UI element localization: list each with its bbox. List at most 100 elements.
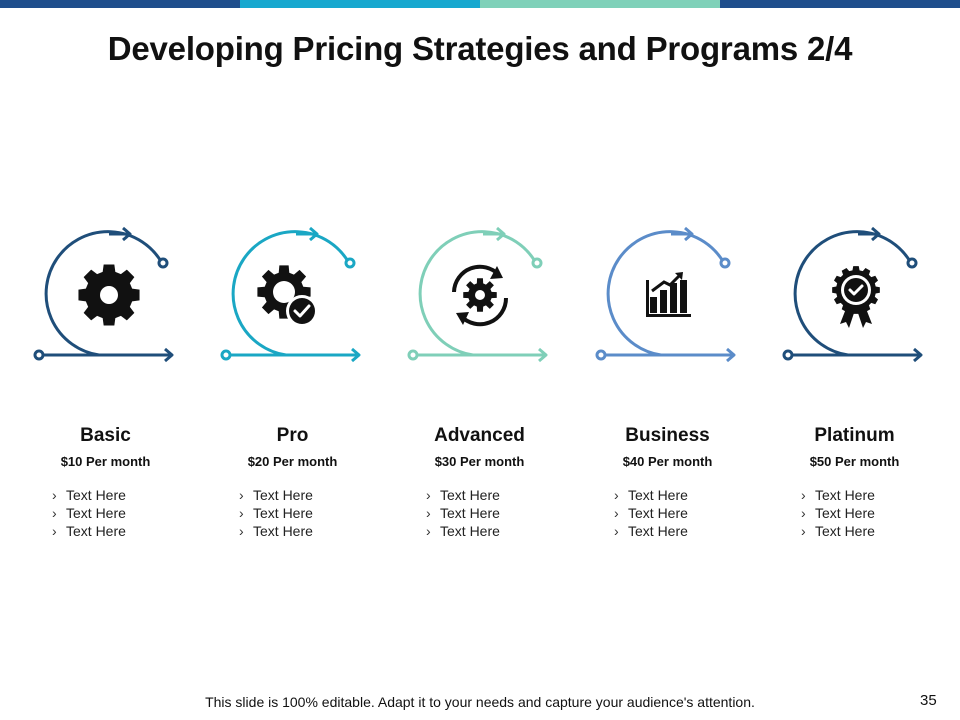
slide-title: Developing Pricing Strategies and Progra… — [107, 30, 853, 67]
feature-item: › Text Here — [801, 486, 875, 504]
plan-card-platinum: Platinum $50 Per month › Text Here › Text … — [761, 220, 948, 560]
plan-name: Basic — [80, 425, 131, 446]
base-arrowhead — [164, 347, 174, 363]
feature-text: Text Here — [628, 523, 688, 539]
chevron-right-icon: › — [426, 487, 431, 503]
footer-note: This slide is 100% editable. Adapt it to… — [205, 694, 755, 710]
feature-text: Text Here — [66, 523, 126, 539]
base-arrowhead — [726, 347, 736, 363]
cycle-arrow-graphic — [595, 226, 736, 363]
feature-text: Text Here — [66, 505, 126, 521]
top-bar-segment — [0, 0, 240, 8]
cycle-arc — [793, 230, 913, 357]
gear-icon — [78, 264, 140, 326]
base-arrowhead — [538, 347, 548, 363]
base-arrowhead — [351, 347, 361, 363]
chevron-right-icon: › — [239, 523, 244, 539]
plan-price: $30 Per month — [434, 454, 525, 469]
arc-end-dot — [344, 257, 356, 269]
feature-item: › Text Here — [239, 522, 313, 540]
pricing-plans: Basic $10 Per month › Text Here › Text Her… — [0, 220, 960, 560]
arc-end-dot — [531, 257, 543, 269]
feature-item: › Text Here — [52, 504, 126, 522]
top-arrowhead — [122, 226, 132, 242]
chevron-right-icon: › — [426, 523, 431, 539]
feature-list: › Text Here › Text Here › Text Here — [614, 486, 688, 540]
plan-name: Business — [625, 425, 710, 446]
gear-refresh-icon — [452, 264, 509, 327]
top-arrowhead — [309, 226, 319, 242]
cycle-arrow-graphic — [220, 226, 361, 363]
feature-text: Text Here — [253, 523, 313, 539]
plan-price: $10 Per month — [60, 454, 151, 469]
feature-item: › Text Here — [426, 504, 500, 522]
cycle-arrow-graphic — [33, 226, 174, 363]
feature-item: › Text Here — [239, 504, 313, 522]
plan-card-pro: Pro $20 Per month › Text Here › Text Here … — [199, 220, 386, 560]
plan-card-business: Business $40 Per month › Text Here › Text … — [574, 220, 761, 560]
feature-text: Text Here — [440, 487, 500, 503]
plan-name: Advanced — [434, 425, 525, 446]
plan-price: $50 Per month — [809, 454, 900, 469]
chevron-right-icon: › — [426, 505, 431, 521]
feature-item: › Text Here — [801, 504, 875, 522]
feature-list: › Text Here › Text Here › Text Here — [52, 486, 126, 540]
plan-card-advanced: Advanced $30 Per month › Text Here › Text … — [386, 220, 573, 560]
feature-item: › Text Here — [801, 522, 875, 540]
top-bar-segment — [240, 0, 480, 8]
arc-end-dot — [906, 257, 918, 269]
feature-text: Text Here — [440, 505, 500, 521]
feature-list: › Text Here › Text Here › Text Here — [801, 486, 875, 540]
chevron-right-icon: › — [52, 523, 57, 539]
top-bar-segment — [720, 0, 960, 8]
feature-list: › Text Here › Text Here › Text Here — [239, 486, 313, 540]
top-color-bar — [0, 0, 960, 8]
feature-item: › Text Here — [614, 486, 688, 504]
chevron-right-icon: › — [614, 523, 619, 539]
plan-name: Pro — [276, 425, 309, 446]
plan-price: $40 Per month — [622, 454, 713, 469]
chevron-right-icon: › — [239, 505, 244, 521]
top-arrowhead — [871, 226, 881, 242]
feature-item: › Text Here — [426, 522, 500, 540]
feature-item: › Text Here — [426, 486, 500, 504]
chevron-right-icon: › — [239, 487, 244, 503]
feature-item: › Text Here — [614, 522, 688, 540]
feature-text: Text Here — [66, 487, 126, 503]
chevron-right-icon: › — [801, 505, 806, 521]
arc-end-dot — [157, 257, 169, 269]
feature-item: › Text Here — [52, 522, 126, 540]
cycle-arc — [418, 230, 538, 357]
feature-list: › Text Here › Text Here › Text Here — [426, 486, 500, 540]
chevron-right-icon: › — [614, 487, 619, 503]
feature-text: Text Here — [815, 523, 875, 539]
top-arrowhead — [496, 226, 506, 242]
chevron-right-icon: › — [614, 505, 619, 521]
gear-check-icon — [257, 265, 318, 327]
base-start-dot — [220, 349, 232, 361]
cycle-arrow-graphic — [782, 226, 923, 363]
top-arrowhead — [684, 226, 694, 242]
top-bar-segment — [480, 0, 720, 8]
feature-text: Text Here — [253, 505, 313, 521]
feature-item: › Text Here — [52, 486, 126, 504]
base-start-dot — [595, 349, 607, 361]
feature-item: › Text Here — [239, 486, 313, 504]
feature-text: Text Here — [253, 487, 313, 503]
plan-price: $20 Per month — [247, 454, 338, 469]
feature-text: Text Here — [815, 505, 875, 521]
growth-chart-icon — [646, 272, 691, 317]
cycle-arc — [231, 230, 351, 357]
feature-text: Text Here — [628, 487, 688, 503]
feature-text: Text Here — [628, 505, 688, 521]
feature-text: Text Here — [815, 487, 875, 503]
cycle-arc — [44, 230, 164, 357]
chevron-right-icon: › — [801, 523, 806, 539]
cycle-arrow-graphic — [407, 226, 548, 363]
cycle-arc — [606, 230, 726, 357]
feature-text: Text Here — [440, 523, 500, 539]
arc-end-dot — [719, 257, 731, 269]
plan-card-basic: Basic $10 Per month › Text Here › Text Her… — [12, 220, 199, 560]
award-badge-icon — [832, 266, 880, 328]
chevron-right-icon: › — [52, 505, 57, 521]
